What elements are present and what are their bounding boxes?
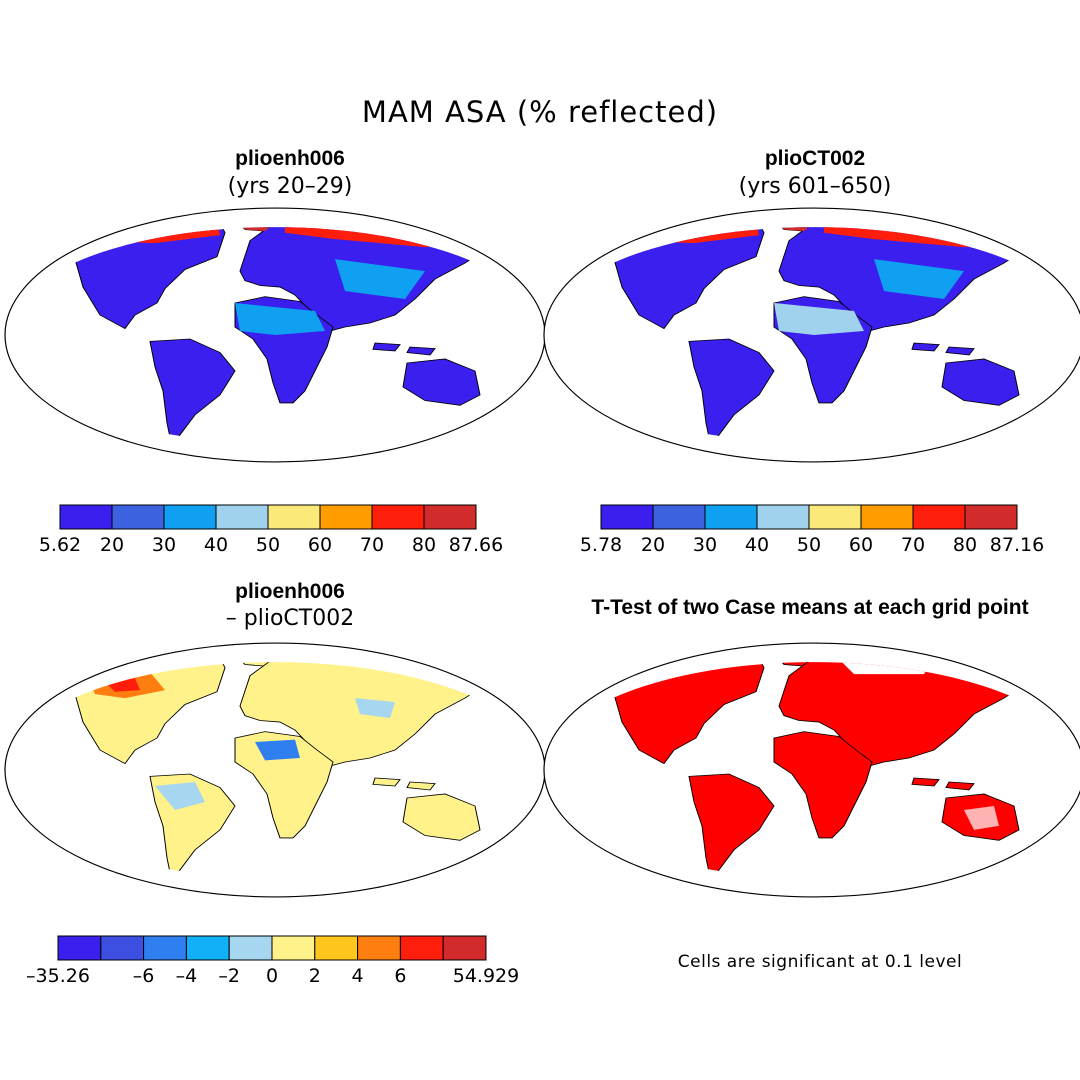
colorbar-label: 40 [204,534,228,556]
colorbar-2: 5.78 20 30 40 50 60 70 80 87.16 [580,504,1044,556]
panel-3-title: plioenh006 [235,580,345,603]
colorbar-swatch [271,935,316,961]
colorbar-label: 87.66 [449,534,503,556]
colorbar-swatch [652,504,706,530]
figure-title: MAM ASA (% reflected) [361,95,719,129]
colorbar-label: 6 [394,965,406,987]
colorbar-label: 4 [352,965,364,987]
colorbar-swatch [860,504,914,530]
colorbar-swatch [215,504,269,530]
panel-1-map [4,207,546,463]
colorbar-label: 5.78 [580,534,622,556]
colorbar-label: 30 [152,534,176,556]
colorbar-swatch [57,935,102,961]
panel-2-title: plioCT002 [764,147,866,170]
colorbar-label: –35.26 [26,965,90,987]
colorbar-1: 5.62 20 30 40 50 60 70 80 87.66 [39,504,503,556]
panel-1-subtitle: (yrs 20–29) [227,174,353,199]
colorbar-label: 50 [256,534,280,556]
colorbar-label: 70 [360,534,384,556]
colorbar-swatch [704,504,758,530]
colorbar-swatch [100,935,145,961]
colorbar-swatch [111,504,165,530]
colorbar-label: 40 [745,534,769,556]
significance-note: Cells are significant at 0.1 level [677,952,963,972]
colorbar-label: –2 [218,965,240,987]
colorbar-label: 87.16 [990,534,1044,556]
colorbar-label: –4 [176,965,198,987]
colorbar-label: –6 [133,965,155,987]
colorbar-swatch [267,504,321,530]
colorbar-label: 54.929 [453,965,519,987]
colorbar-swatch [912,504,966,530]
colorbar-label: 80 [412,534,436,556]
colorbar-label: 20 [641,534,665,556]
panel-2-subtitle: (yrs 601–650) [738,174,892,199]
panel-3-map [4,642,546,898]
colorbar-swatch [163,504,217,530]
colorbar-swatch [185,935,230,961]
colorbar-label: 30 [693,534,717,556]
colorbar-label: 80 [953,534,977,556]
colorbar-swatch [423,504,477,530]
colorbar-swatch [59,504,113,530]
colorbar-swatch [143,935,187,961]
colorbar-label: 2 [309,965,321,987]
panel-3-subtitle: – plioCT002 [225,606,355,631]
panel-2-map [543,207,1080,463]
panel-1-title: plioenh006 [235,147,345,170]
colorbar-label: 5.62 [39,534,81,556]
colorbar-swatch [399,935,444,961]
colorbar-label: 70 [901,534,925,556]
colorbar-3: –35.26 –6 –4 –2 0 2 4 6 54.929 [26,935,519,987]
colorbar-label: 20 [100,534,124,556]
colorbar-swatch [442,935,487,961]
colorbar-label: 60 [308,534,332,556]
colorbar-swatch [808,504,862,530]
colorbar-label: 60 [849,534,873,556]
panel-4-title: T-Test of two Case means at each grid po… [591,596,1029,619]
colorbar-swatch [371,504,425,530]
colorbar-swatch [964,504,1018,530]
colorbar-swatch [357,935,401,961]
panel-4-map [543,642,1080,898]
colorbar-swatch [600,504,654,530]
colorbar-swatch [756,504,810,530]
colorbar-swatch [228,935,273,961]
colorbar-label: 50 [797,534,821,556]
colorbar-label: 0 [266,965,278,987]
colorbar-swatch [314,935,359,961]
colorbar-swatch [319,504,373,530]
